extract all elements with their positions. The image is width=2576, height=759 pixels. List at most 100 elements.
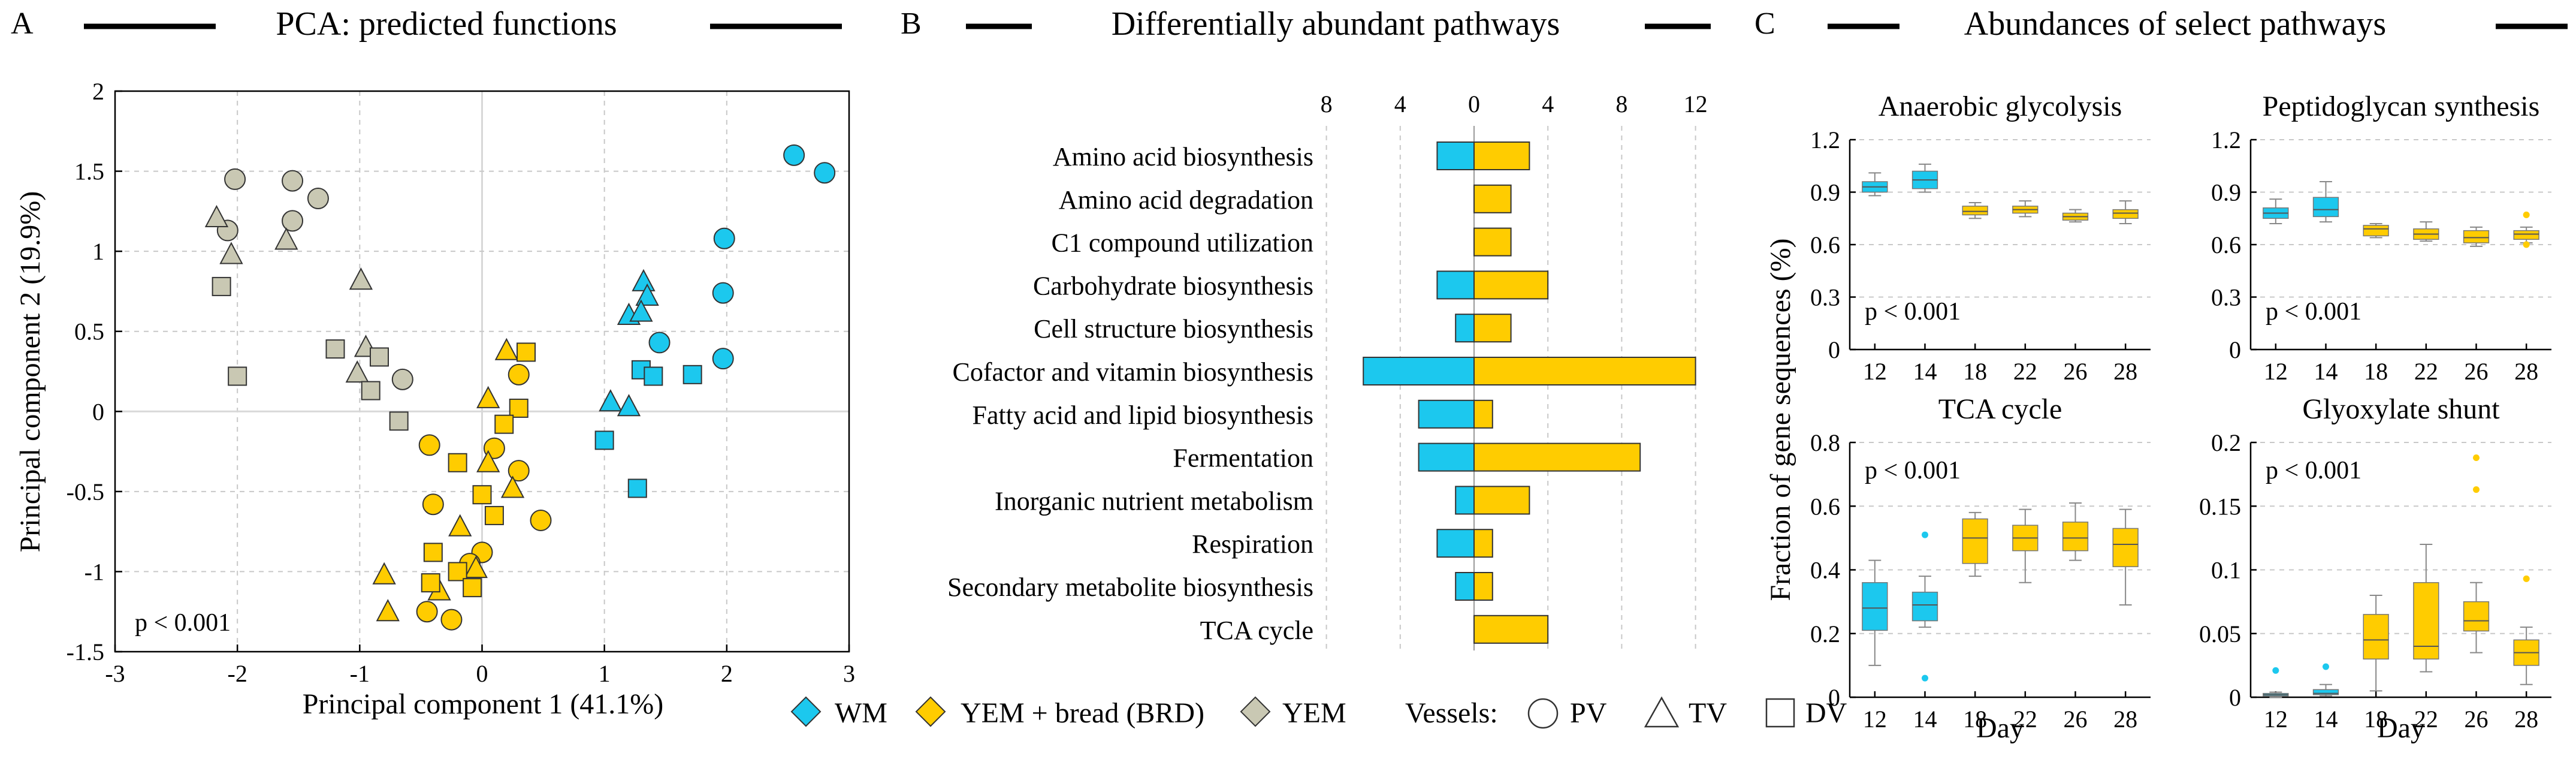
pathway-bar-wm — [1455, 572, 1475, 601]
box-x-tick-label: 22 — [2414, 706, 2438, 733]
pca-point-yem-bread-brd-pv — [508, 460, 530, 482]
box-x-tick-label: 18 — [2364, 706, 2388, 733]
box-plot-anaerobic-glycolysis: Anaerobic glycolysis 0 0.3 0.6 0.9 1.2 12 14 18 2… — [1810, 91, 2151, 385]
pca-point-yem-bread-brd-dv — [421, 573, 440, 593]
box-x-tick-label: 14 — [2314, 706, 2338, 733]
legend-dv-label: DV — [1805, 697, 1847, 729]
pathway-label: Cell structure biosynthesis — [1034, 314, 1313, 344]
pathway-label: Amino acid degradation — [1059, 185, 1313, 215]
pca-point-yem-pv — [282, 170, 304, 192]
pca-point-yem-bread-brd-dv — [472, 485, 492, 505]
pca-points — [204, 144, 836, 631]
box-plot-title: Glyoxylate shunt — [2302, 393, 2500, 425]
box-y-tick-label: 1.2 — [1810, 126, 1840, 153]
box-y-tick-label: 0.3 — [2211, 284, 2241, 311]
box-x-tick-label: 12 — [2264, 706, 2288, 733]
legend-tv-label: TV — [1689, 697, 1727, 729]
box-y-tick-label: 1.2 — [2211, 126, 2241, 153]
box-plots: Anaerobic glycolysis 0 0.3 0.6 0.9 1.2 12 14 18 2… — [1810, 91, 2551, 733]
pca-point-wm-tv — [617, 394, 641, 417]
pathway-bar-wm — [1455, 486, 1475, 515]
box-y-tick-label: 0.6 — [2211, 231, 2241, 258]
pca-point-yem-bread-brd-pv — [422, 493, 444, 516]
pca-point-yem-dv — [361, 381, 380, 400]
pathway-bar-wm — [1418, 399, 1475, 429]
panel-a: A PCA: predicted functions -3 -2 -1 0 1 2 3 -1.… — [11, 5, 855, 720]
pca-point-wm-dv — [594, 430, 614, 450]
box-body — [2413, 582, 2439, 659]
pathway-gridlines — [1325, 126, 1696, 650]
pca-point-yem-bread-brd-dv — [484, 505, 504, 525]
box-y-axis-label: Fraction of gene sequences (%) — [1765, 238, 1796, 601]
pca-point-yem-bread-brd-pv — [440, 609, 463, 631]
box-outlier — [2473, 486, 2480, 493]
pca-point-yem-dv — [389, 411, 409, 431]
pca-point-yem-tv — [219, 242, 243, 264]
legend-yem-brd-label: YEM + bread (BRD) — [961, 697, 1204, 729]
box-x-tick-label: 14 — [1913, 358, 1937, 385]
pca-point-yem-bread-brd-tv — [376, 599, 400, 622]
box-p-value: p < 0.001 — [2266, 457, 2361, 484]
pca-point-yem-pv — [307, 187, 329, 209]
box-body — [1962, 518, 1988, 564]
box-plot-title: Peptidoglycan synthesis — [2263, 91, 2540, 122]
pca-point-yem-bread-brd-dv — [423, 543, 443, 562]
box-outlier — [1922, 674, 1928, 682]
box-outlier — [2523, 241, 2530, 248]
pathway-bar-yem-brd — [1473, 442, 1641, 472]
box-y-tick-label: 0.2 — [1810, 621, 1840, 647]
box-x-tick-label: 26 — [2465, 706, 2489, 733]
box-x-tick-label: 18 — [2364, 358, 2388, 385]
pathway-bar-yem-brd — [1473, 529, 1493, 558]
panel-b-title: Differentially abundant pathways — [1112, 5, 1560, 43]
pca-x-tick-label: -3 — [105, 660, 125, 687]
panel-a-title: PCA: predicted functions — [276, 5, 617, 43]
pca-x-tick-label: 3 — [843, 660, 855, 687]
box-y-tick-label: 0.05 — [2199, 621, 2241, 647]
box-y-tick-label: 0.4 — [1810, 557, 1840, 584]
pca-y-tick-label: -0.5 — [67, 478, 104, 505]
panel-c-letter: C — [1754, 7, 1775, 41]
box-x-axis-label-right: Day — [2377, 712, 2425, 744]
pca-point-wm-pv — [814, 162, 836, 184]
pca-point-yem-bread-brd-tv — [476, 450, 500, 472]
box-y-tick-label: 0.3 — [1810, 284, 1840, 311]
pca-point-yem-bread-brd-dv — [448, 562, 467, 582]
pca-point-yem-bread-brd-tv — [494, 338, 518, 360]
box-x-tick-label: 26 — [2465, 358, 2489, 385]
box-x-tick-label: 18 — [1963, 358, 1987, 385]
box-plot-title: TCA cycle — [1938, 393, 2062, 425]
legend-pv-label: PV — [1570, 697, 1607, 729]
pca-point-yem-bread-brd-tv — [464, 555, 488, 579]
legend-dv-swatch — [1765, 698, 1795, 728]
pathway-tick-label: 8 — [1321, 91, 1333, 118]
box-body — [1911, 591, 1938, 622]
box-y-tick-label: 0.6 — [1810, 493, 1840, 520]
pca-point-wm-pv — [648, 332, 671, 354]
box-x-tick-label: 18 — [1963, 706, 1987, 733]
pca-point-yem-tv — [274, 227, 298, 250]
pathway-label: Amino acid biosynthesis — [1053, 142, 1313, 171]
pca-point-yem-dv — [325, 339, 345, 359]
legend-tv-swatch — [1644, 696, 1680, 728]
box-x-tick-label: 22 — [2013, 706, 2037, 733]
pathway-bar-wm — [1363, 357, 1475, 385]
box-p-value: p < 0.001 — [1865, 298, 1961, 326]
pca-x-tick-label: -2 — [228, 660, 247, 687]
box-p-value: p < 0.001 — [2266, 298, 2361, 326]
box-plot-title: Anaerobic glycolysis — [1879, 91, 2122, 122]
pathway-label: Respiration — [1192, 529, 1313, 559]
pathway-tick-label: 4 — [1394, 91, 1406, 118]
pathway-bar-wm — [1436, 141, 1475, 170]
box-outlier — [2272, 667, 2279, 674]
pathway-label: Cofactor and vitamin biosynthesis — [953, 357, 1313, 387]
box-outlier — [1922, 531, 1928, 538]
pca-point-yem-bread-brd-tv — [448, 514, 472, 537]
box-body — [2363, 614, 2389, 659]
box-x-tick-label: 26 — [2064, 358, 2088, 385]
box-body — [1862, 582, 1888, 631]
pathway-bar-yem-brd — [1473, 314, 1512, 343]
panel-a-letter: A — [11, 7, 34, 41]
box-x-tick-label: 14 — [1913, 706, 1937, 733]
